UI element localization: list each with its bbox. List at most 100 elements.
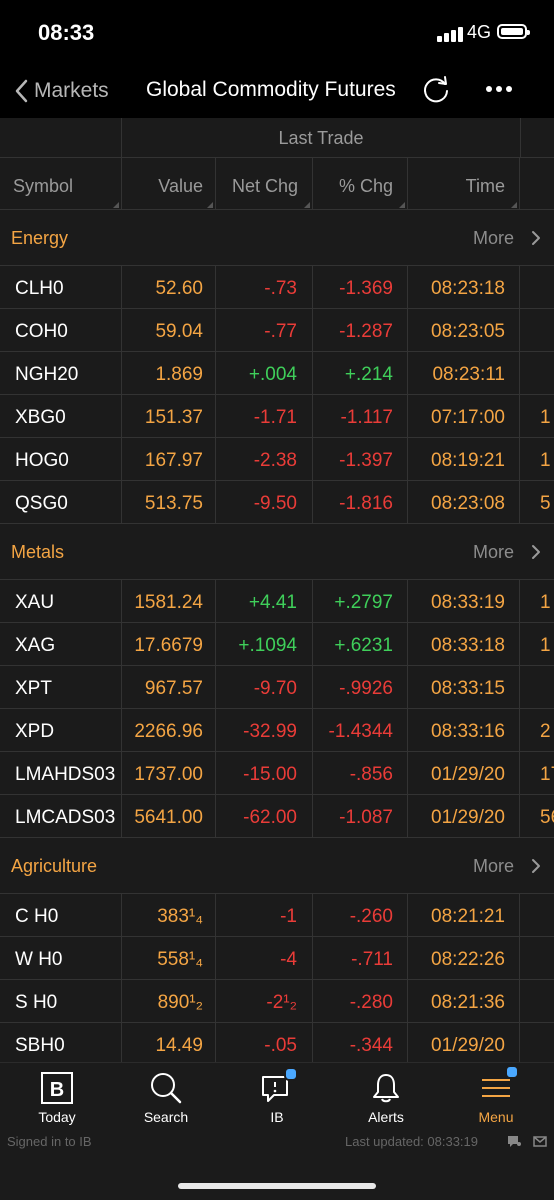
tab-search[interactable]: Search xyxy=(111,1071,221,1131)
section-header-agriculture[interactable]: Agriculture More xyxy=(0,838,554,894)
net-change-cell: +4.41 xyxy=(216,580,313,622)
overflow-cell xyxy=(520,980,554,1022)
value-cell: 513.75 xyxy=(122,481,216,523)
symbol-cell: S H0 xyxy=(0,980,122,1022)
table-row[interactable]: SBH0 14.49 -.05 -.344 01/29/20 xyxy=(0,1023,554,1062)
bottom-tab-bar: B Today Search IB Alerts Menu Signed in … xyxy=(0,1062,554,1200)
overflow-cell xyxy=(520,1023,554,1062)
chevron-right-icon[interactable] xyxy=(530,858,542,874)
time-cell: 08:33:19 xyxy=(408,580,520,622)
chevron-right-icon[interactable] xyxy=(530,544,542,560)
tab-alerts[interactable]: Alerts xyxy=(331,1071,441,1131)
column-header-pct-chg[interactable]: % Chg xyxy=(313,158,408,210)
back-label: Markets xyxy=(34,79,109,102)
table-row[interactable]: COH0 59.04 -.77 -1.287 08:23:05 xyxy=(0,309,554,352)
overflow-cell xyxy=(520,666,554,708)
net-change-cell: -9.70 xyxy=(216,666,313,708)
table-row[interactable]: CLH0 52.60 -.73 -1.369 08:23:18 xyxy=(0,266,554,309)
table-row[interactable]: XBG0 151.37 -1.71 -1.117 07:17:00 1 xyxy=(0,395,554,438)
table-row[interactable]: XPD 2266.96 -32.99 -1.4344 08:33:16 2 xyxy=(0,709,554,752)
table-row[interactable]: W H0 558¹₄ -4 -.711 08:22:26 xyxy=(0,937,554,980)
value-cell: 151.37 xyxy=(122,395,216,437)
tab-label: Search xyxy=(143,1109,189,1125)
home-indicator[interactable] xyxy=(178,1183,376,1189)
tab-label: IB xyxy=(270,1109,284,1125)
more-icon[interactable] xyxy=(486,86,514,94)
tab-menu[interactable]: Menu xyxy=(441,1065,551,1131)
value-cell: 17.6679 xyxy=(122,623,216,665)
table-row[interactable]: C H0 383¹₄ -1 -.260 08:21:21 xyxy=(0,894,554,937)
overflow-cell xyxy=(520,266,554,308)
tab-ib[interactable]: IB xyxy=(222,1067,332,1131)
section-header-energy[interactable]: Energy More xyxy=(0,210,554,266)
time-cell: 08:21:36 xyxy=(408,980,520,1022)
table-row[interactable]: HOG0 167.97 -2.38 -1.397 08:19:21 1 xyxy=(0,438,554,481)
column-header-value[interactable]: Value xyxy=(122,158,216,210)
symbol-cell: SBH0 xyxy=(0,1023,122,1062)
overflow-cell xyxy=(520,352,554,394)
network-type: 4G xyxy=(467,22,492,42)
table-row[interactable]: XPT 967.57 -9.70 -.9926 08:33:15 xyxy=(0,666,554,709)
section-header-metals[interactable]: Metals More xyxy=(0,524,554,580)
chevron-right-icon[interactable] xyxy=(530,230,542,246)
mail-icon xyxy=(533,1136,547,1147)
overflow-cell: 1 xyxy=(540,592,551,613)
table-row[interactable]: XAU 1581.24 +4.41 +.2797 08:33:19 1 xyxy=(0,580,554,623)
symbol-cell: COH0 xyxy=(0,309,122,351)
symbol-cell: XAU xyxy=(0,580,122,622)
percent-change-cell: -1.397 xyxy=(313,438,408,480)
table-row[interactable]: XAG 17.6679 +.1094 +.6231 08:33:18 1 xyxy=(0,623,554,666)
net-change-cell: -9.50 xyxy=(216,481,313,523)
bloomberg-b-icon: B xyxy=(41,1072,73,1104)
table-row[interactable]: QSG0 513.75 -9.50 -1.816 08:23:08 5 xyxy=(0,481,554,524)
percent-change-cell: -1.369 xyxy=(313,266,408,308)
column-header-net-chg[interactable]: Net Chg xyxy=(216,158,313,210)
column-header-time[interactable]: Time xyxy=(408,158,520,210)
percent-change-cell: -.260 xyxy=(313,894,408,936)
time-cell: 08:33:16 xyxy=(408,709,520,751)
table-row[interactable]: NGH20 1.869 +.004 +.214 08:23:11 xyxy=(0,352,554,395)
time-cell: 08:23:11 xyxy=(408,352,520,394)
table-column-headers: Symbol Value Net Chg % Chg Time xyxy=(0,158,554,210)
tab-label: Menu xyxy=(478,1109,514,1125)
symbol-cell: XBG0 xyxy=(0,395,122,437)
symbol-cell: XPT xyxy=(0,666,122,708)
back-button[interactable]: Markets xyxy=(14,76,109,106)
net-change-cell: -15.00 xyxy=(216,752,313,794)
section-more-link[interactable]: More xyxy=(472,542,514,562)
symbol-cell: XPD xyxy=(0,709,122,751)
percent-change-cell: -1.287 xyxy=(313,309,408,351)
overflow-cell: 5 xyxy=(540,493,551,514)
column-header-symbol[interactable]: Symbol xyxy=(0,158,122,210)
table-row[interactable]: S H0 890¹₂ -2¹₂ -.280 08:21:36 xyxy=(0,980,554,1023)
time-cell: 01/29/20 xyxy=(408,1023,520,1062)
section-more-link[interactable]: More xyxy=(472,228,514,248)
percent-change-cell: -1.4344 xyxy=(313,709,408,751)
overflow-cell: 2 xyxy=(540,721,551,742)
net-change-cell: -32.99 xyxy=(216,709,313,751)
time-cell: 08:23:05 xyxy=(408,309,520,351)
time-cell: 07:17:00 xyxy=(408,395,520,437)
overflow-cell xyxy=(520,937,554,979)
tab-today[interactable]: B Today xyxy=(2,1071,112,1131)
commodity-table[interactable]: Last Trade Symbol Value Net Chg % Chg Ti… xyxy=(0,118,554,1062)
value-cell: 167.97 xyxy=(122,438,216,480)
refresh-icon[interactable] xyxy=(421,75,451,105)
bell-icon xyxy=(373,1074,399,1103)
overflow-cell: 1 xyxy=(540,450,551,471)
net-change-cell: -4 xyxy=(216,937,313,979)
percent-change-cell: -.344 xyxy=(313,1023,408,1062)
section-more-link[interactable]: More xyxy=(472,856,514,876)
time-cell: 08:23:08 xyxy=(408,481,520,523)
message-icon xyxy=(508,1136,521,1147)
symbol-cell: HOG0 xyxy=(0,438,122,480)
percent-change-cell: +.214 xyxy=(313,352,408,394)
signed-in-status: Signed in to IB xyxy=(7,1134,92,1149)
section-name: Agriculture xyxy=(11,856,98,876)
net-change-cell: -.73 xyxy=(216,266,313,308)
value-cell: 59.04 xyxy=(122,309,216,351)
section-name: Energy xyxy=(11,228,69,248)
percent-change-cell: -.856 xyxy=(313,752,408,794)
